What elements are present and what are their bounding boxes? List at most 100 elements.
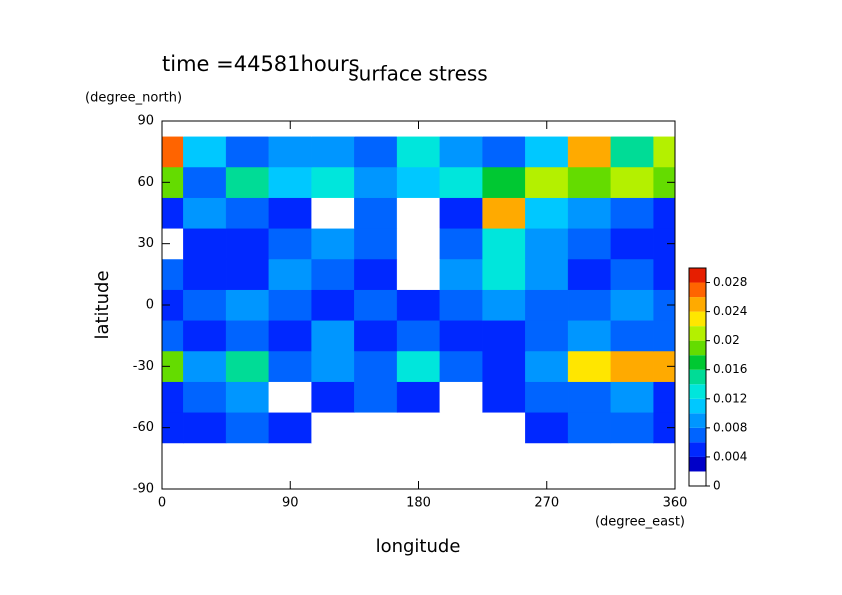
cell: [525, 166, 569, 198]
cell: [567, 136, 612, 168]
cell: [567, 442, 612, 474]
cell: [482, 289, 526, 321]
x-tick-label: 90: [282, 496, 299, 511]
cell: [439, 412, 483, 444]
cell: [183, 320, 227, 352]
cell: [610, 120, 654, 137]
cell: [482, 166, 526, 198]
cell: [439, 442, 483, 474]
cell: [225, 350, 270, 382]
cell: [482, 320, 526, 352]
cell: [311, 320, 355, 352]
cell: [567, 258, 612, 290]
cell: [225, 381, 270, 413]
cell: [311, 473, 355, 490]
cell: [225, 289, 270, 321]
cell: [567, 228, 612, 260]
cell: [610, 258, 654, 290]
cell: [225, 412, 270, 444]
cell: [439, 473, 483, 490]
cell: [354, 473, 398, 490]
cell: [396, 442, 441, 474]
cell: [525, 381, 569, 413]
cell: [653, 120, 676, 137]
colorbar-tick-label: 0.008: [713, 420, 747, 434]
colorbar-segment: [689, 369, 706, 385]
cell: [396, 136, 441, 168]
cell: [653, 197, 676, 229]
cell: [567, 197, 612, 229]
cell: [183, 258, 227, 290]
cell: [354, 381, 398, 413]
cell: [525, 228, 569, 260]
cell: [354, 320, 398, 352]
y-tick-label: -90: [133, 482, 154, 497]
cell: [482, 473, 526, 490]
colorbar-segment: [689, 355, 706, 370]
cell: [268, 442, 312, 474]
cell: [525, 320, 569, 352]
cell: [610, 136, 654, 168]
cell: [225, 197, 270, 229]
cell: [482, 381, 526, 413]
cell: [268, 197, 312, 229]
y-tick-label: 0: [146, 298, 154, 313]
cell: [653, 258, 676, 290]
cell: [396, 197, 441, 229]
cell: [396, 289, 441, 321]
cell: [268, 228, 312, 260]
cell: [161, 197, 184, 229]
cell: [311, 442, 355, 474]
cell: [610, 442, 654, 474]
colorbar-segment: [689, 326, 706, 341]
y-tick-label: -30: [133, 359, 154, 374]
cell: [161, 381, 184, 413]
cell: [482, 136, 526, 168]
colorbar-tick-label: 0.024: [713, 304, 747, 318]
colorbar-segment: [689, 311, 706, 327]
colorbar-tick-label: 0.016: [713, 362, 747, 376]
cell: [311, 412, 355, 444]
cell: [525, 289, 569, 321]
cell: [354, 412, 398, 444]
cell: [439, 381, 483, 413]
y-tick-label: 90: [137, 114, 154, 129]
cell: [183, 166, 227, 198]
cell: [396, 320, 441, 352]
cell: [161, 320, 184, 352]
colorbar-segment: [689, 340, 706, 356]
cell: [482, 442, 526, 474]
colorbar-tick-label: 0.02: [713, 333, 740, 347]
cell: [268, 350, 312, 382]
cell: [525, 350, 569, 382]
cell: [183, 381, 227, 413]
cell: [311, 258, 355, 290]
cell: [439, 166, 483, 198]
colorbar-segment: [689, 413, 706, 428]
cell: [161, 120, 184, 137]
cell: [161, 136, 184, 168]
colorbar-tick-label: 0.004: [713, 449, 747, 463]
x-axis-label: longitude: [376, 536, 461, 557]
cell: [567, 412, 612, 444]
cell: [268, 289, 312, 321]
cell: [268, 258, 312, 290]
cell: [610, 381, 654, 413]
cell: [610, 350, 654, 382]
cell: [354, 289, 398, 321]
x-tick-label: 180: [406, 496, 431, 511]
colorbar-segment: [689, 384, 706, 399]
cell: [225, 136, 270, 168]
cell: [268, 136, 312, 168]
cell: [225, 166, 270, 198]
cell: [567, 350, 612, 382]
cell: [567, 381, 612, 413]
cell: [653, 381, 676, 413]
cell: [225, 442, 270, 474]
colorbar-segment: [689, 282, 706, 298]
cell: [567, 166, 612, 198]
cell: [482, 412, 526, 444]
cell: [482, 197, 526, 229]
cell: [525, 258, 569, 290]
cell: [161, 258, 184, 290]
